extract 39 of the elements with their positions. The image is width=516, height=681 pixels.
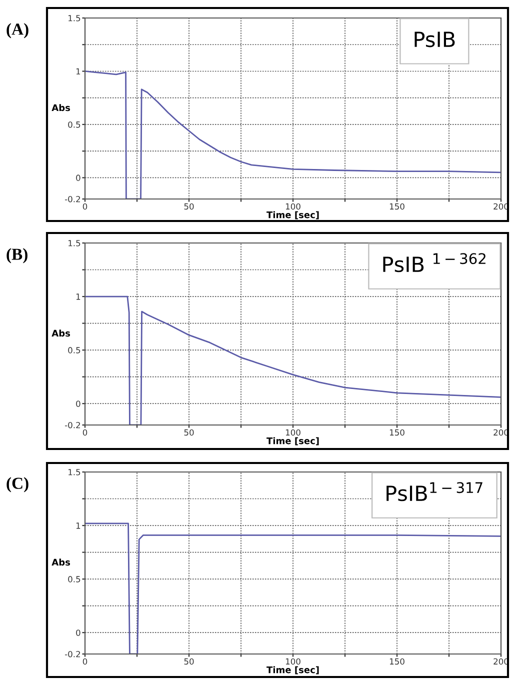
y-tick-label: 1.5 [68, 240, 80, 246]
x-axis-title: Time [sec] [266, 666, 319, 674]
chart-title: (C) [6, 477, 28, 492]
y-tick-label: -0.2 [64, 650, 80, 658]
y-axis-title: Abs [52, 330, 70, 337]
y-tick-label: 1.5 [68, 15, 80, 22]
y-tick-label: 0.5 [68, 121, 80, 128]
y-tick-label: 1.5 [68, 469, 80, 476]
x-axis-title: Time [sec] [266, 437, 319, 446]
x-tick-label: 50 [184, 658, 194, 665]
x-tick-label: 50 [184, 429, 194, 436]
annotation: PsIB [414, 32, 455, 48]
chart-title: (A) [6, 23, 28, 38]
chart-title: (B) [6, 248, 28, 264]
x-tick-label: 50 [184, 203, 194, 210]
x-tick-label: 150 [390, 429, 404, 436]
y-tick-label: -0.2 [64, 196, 80, 202]
annotation: PsIB$^{1−317}$ [386, 482, 482, 502]
y-tick-label: 0 [76, 174, 80, 181]
y-tick-label: 0 [76, 630, 80, 636]
y-tick-label: 1 [76, 68, 80, 74]
x-axis-title: Time [sec] [266, 211, 319, 220]
y-tick-label: -0.2 [64, 422, 80, 428]
x-tick-label: 100 [286, 203, 300, 210]
x-tick-label: 0 [82, 658, 88, 665]
y-tick-label: 1 [76, 522, 80, 529]
y-axis-title: Abs [52, 558, 70, 566]
x-tick-label: 150 [390, 658, 404, 665]
x-tick-label: 100 [286, 429, 300, 436]
y-tick-label: 0.5 [68, 347, 80, 354]
y-tick-label: 1 [76, 294, 80, 300]
x-tick-label: 150 [390, 203, 404, 210]
y-tick-label: 0 [76, 400, 80, 407]
x-tick-label: 100 [286, 658, 300, 665]
annotation: PsIB $^{1−362}$ [383, 253, 486, 272]
y-tick-label: 0.5 [68, 576, 80, 582]
x-tick-label: 0 [82, 429, 88, 436]
x-tick-label: 0 [82, 203, 88, 210]
y-axis-title: Abs [52, 104, 70, 112]
